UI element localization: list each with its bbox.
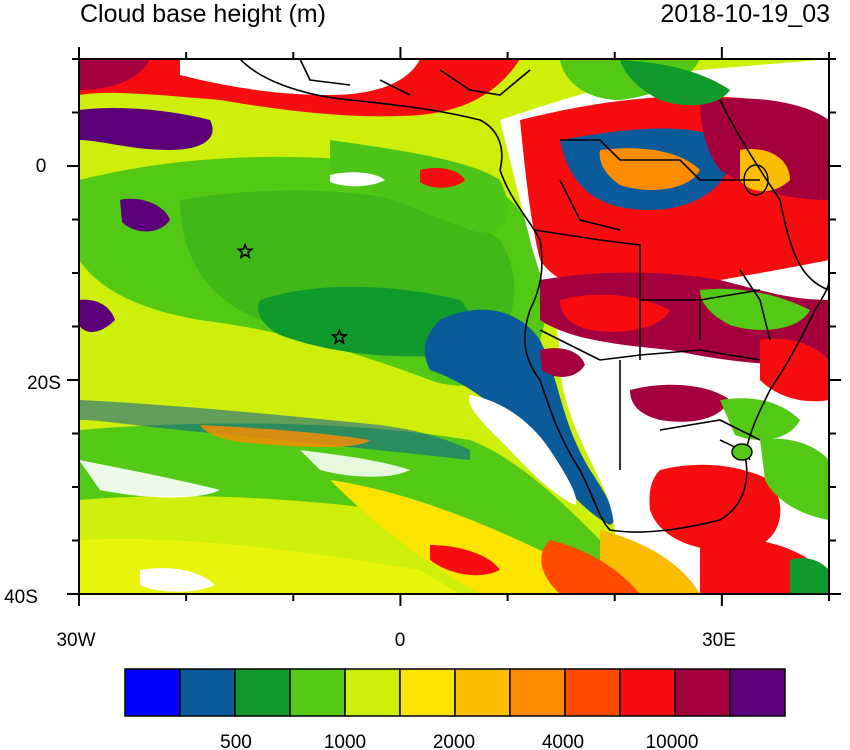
map-title: Cloud base height (m) [80,0,326,28]
timestamp: 2018-10-19_03 [660,0,830,28]
colorbar-label-2000: 2000 [433,732,475,750]
colorbar-label-500: 500 [220,732,252,750]
coastlines [239,59,829,533]
colorbar-swatch-1 [124,668,181,717]
colorbar-swatch-6 [399,668,456,717]
cloud-field [79,59,829,594]
colorbar-swatch-10 [619,668,676,717]
lon-tick-label-0: 0 [395,630,406,651]
colorbar-swatch-12 [729,668,786,717]
colorbar-swatch-7 [454,668,511,717]
lat-tick-label-20s: 20S [27,373,61,394]
lat-tick-label-0: 0 [36,156,47,177]
colorbar-label-4000: 4000 [542,732,584,750]
colorbar-label-1000: 1000 [324,732,366,750]
marker-layer [236,242,349,345]
star-marker-1 [236,242,254,260]
lat-tick-label-40s: 40S [4,587,38,608]
colorbar-swatch-9 [564,668,621,717]
colorbar-swatch-4 [289,668,346,717]
lakes [731,164,769,461]
colorbar-swatch-2 [179,668,236,717]
tick-layer [67,47,841,606]
colorbar-swatch-5 [344,668,401,717]
colorbar-swatch-8 [509,668,566,717]
colorbar-swatch-3 [234,668,291,717]
lon-tick-label-30w: 30W [56,630,95,651]
star-marker-2 [330,327,349,345]
colorbar [124,668,786,717]
colorbar-label-10000: 10000 [646,732,699,750]
colorbar-swatch-11 [674,668,731,717]
lon-tick-label-30e: 30E [702,630,736,651]
